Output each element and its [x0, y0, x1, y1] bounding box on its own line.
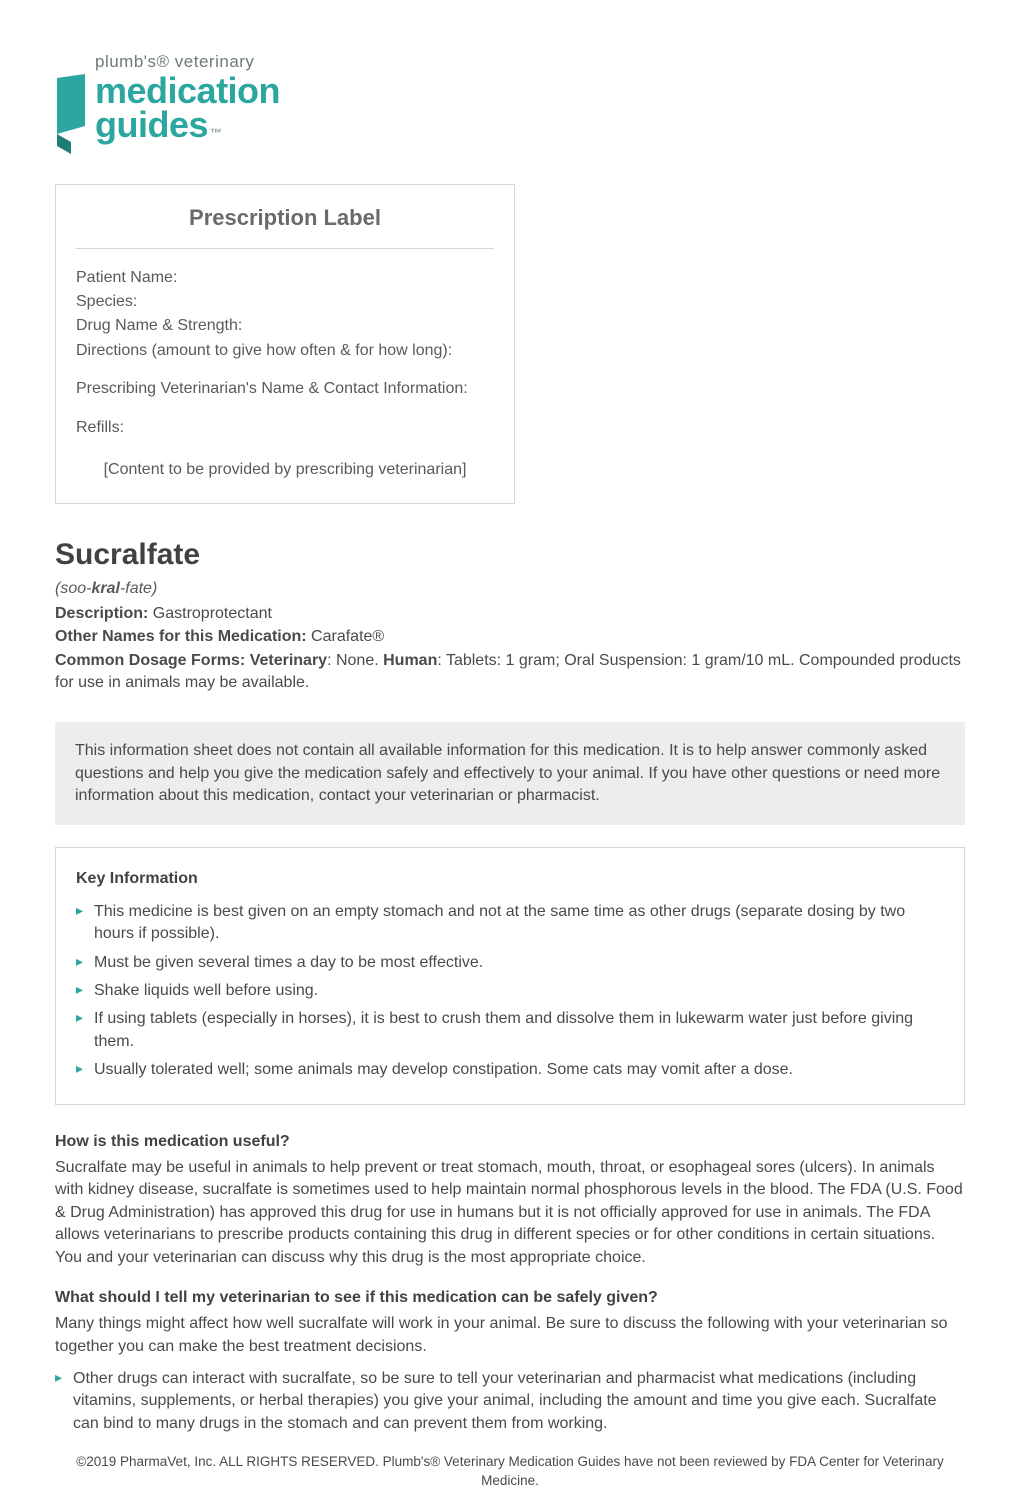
list-item: If using tablets (especially in horses),…: [76, 1008, 944, 1053]
rx-line: Patient Name:: [76, 267, 494, 289]
key-info-list: This medicine is best given on an empty …: [76, 901, 944, 1082]
key-information-box: Key Information This medicine is best gi…: [55, 847, 965, 1104]
rx-content-placeholder: [Content to be provided by prescribing v…: [76, 459, 494, 481]
rx-line: Directions (amount to give how often & f…: [76, 340, 494, 362]
rx-line: Species:: [76, 291, 494, 313]
pron-pre: (soo-: [55, 580, 91, 597]
pron-stress: kral: [91, 580, 119, 597]
section-tell-vet: What should I tell my veterinarian to se…: [55, 1287, 965, 1435]
dosage-human-label: Human: [383, 652, 437, 669]
description-label: Description:: [55, 605, 148, 622]
logo-line2: guides: [95, 104, 208, 145]
list-item: This medicine is best given on an empty …: [76, 901, 944, 946]
logo-tm: ™: [210, 126, 222, 140]
dosage-line: Common Dosage Forms: Veterinary: None. H…: [55, 650, 965, 695]
list-item: Shake liquids well before using.: [76, 980, 944, 1002]
info-disclaimer-box: This information sheet does not contain …: [55, 722, 965, 825]
section-paragraph: Many things might affect how well sucral…: [55, 1313, 965, 1358]
logo-line1: medication: [95, 74, 280, 108]
other-names-value: Carafate®: [307, 628, 385, 645]
pronunciation: (soo-kral-fate): [55, 578, 965, 600]
list-item: Other drugs can interact with sucralfate…: [55, 1368, 965, 1435]
prescription-label-box: Prescription Label Patient Name: Species…: [55, 184, 515, 505]
drug-name: Sucralfate: [55, 534, 965, 576]
section-heading: What should I tell my veterinarian to se…: [55, 1287, 965, 1309]
rx-title: Prescription Label: [76, 203, 494, 249]
rx-block1: Patient Name: Species: Drug Name & Stren…: [76, 267, 494, 363]
section-paragraph: Sucralfate may be useful in animals to h…: [55, 1157, 965, 1269]
rx-line: Drug Name & Strength:: [76, 315, 494, 337]
rx-line: Refills:: [76, 417, 494, 439]
dosage-vet: : None.: [327, 652, 383, 669]
description-line: Description: Gastroprotectant: [55, 603, 965, 625]
section-useful: How is this medication useful? Sucralfat…: [55, 1131, 965, 1269]
footer-copyright: ©2019 PharmaVet, Inc. ALL RIGHTS RESERVE…: [55, 1453, 965, 1491]
description-value: Gastroprotectant: [148, 605, 272, 622]
other-names-label: Other Names for this Medication:: [55, 628, 307, 645]
section-heading: How is this medication useful?: [55, 1131, 965, 1153]
list-item: Must be given several times a day to be …: [76, 952, 944, 974]
logo: plumb's® veterinary medication guides™: [55, 50, 965, 144]
key-info-title: Key Information: [76, 868, 944, 890]
logo-mark-icon: [55, 74, 89, 144]
tell-vet-list: Other drugs can interact with sucralfate…: [55, 1368, 965, 1435]
logo-wordmark: medication guides™: [95, 74, 280, 142]
rx-line: Prescribing Veterinarian's Name & Contac…: [76, 378, 494, 400]
dosage-label: Common Dosage Forms: Veterinary: [55, 652, 327, 669]
pron-post: -fate): [120, 580, 157, 597]
list-item: Usually tolerated well; some animals may…: [76, 1059, 944, 1081]
other-names-line: Other Names for this Medication: Carafat…: [55, 626, 965, 648]
logo-main: medication guides™: [55, 74, 965, 144]
